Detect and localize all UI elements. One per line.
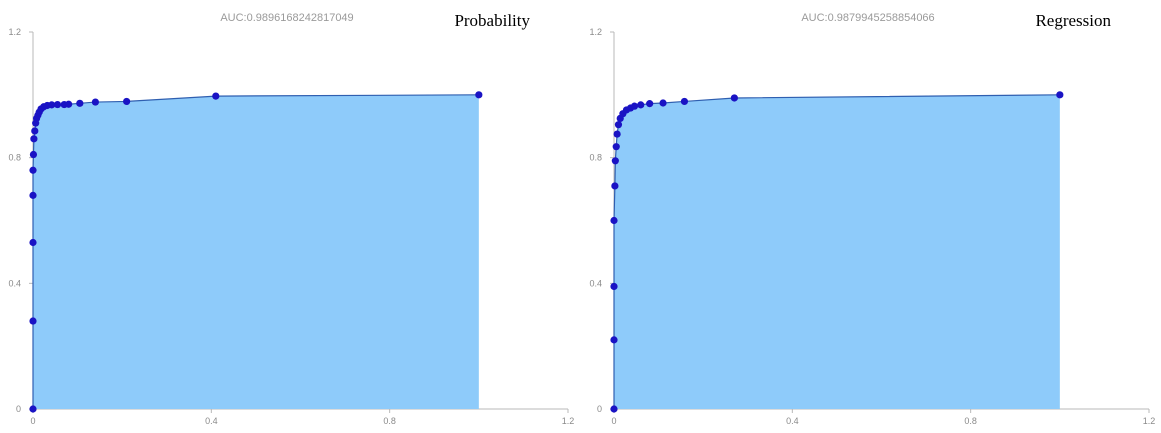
roc-plot-probability: 0 0.4 0.8 1.2 0 0.4 0.8 1.2 AUC:0.98961682428170…	[8, 11, 575, 426]
roc-point	[48, 101, 56, 109]
y-tick-label: 0.8	[589, 153, 602, 163]
roc-point	[29, 166, 37, 174]
roc-point	[611, 157, 619, 165]
auc-title: AUC:0.9879945258854066	[801, 12, 934, 24]
roc-point	[610, 405, 618, 413]
roc-point	[610, 216, 618, 225]
roc-point	[680, 97, 689, 106]
roc-point	[123, 97, 131, 106]
roc-area-fill	[33, 94, 479, 409]
roc-point	[31, 127, 39, 135]
roc-chart-probability: 0 0.4 0.8 1.2 0 0.4 0.8 1.2 AUC:0.98961682428170…	[0, 0, 580, 433]
roc-point	[612, 143, 620, 151]
roc-chart-regression: 0 0.4 0.8 1.2 0 0.4 0.8 1.2 AUC:0.98799452588540…	[581, 0, 1161, 433]
roc-point	[29, 191, 37, 199]
y-tick-label: 0	[16, 404, 21, 414]
method-label: Regression	[1035, 11, 1111, 30]
roc-point	[53, 100, 62, 109]
x-tick-label: 0.4	[786, 416, 799, 426]
x-tick-label: 0.8	[964, 416, 977, 426]
x-tick-label: 0.8	[383, 416, 396, 426]
roc-point	[91, 98, 100, 106]
roc-point	[29, 405, 37, 413]
roc-point	[610, 282, 618, 291]
x-tick-label: 1.2	[562, 416, 575, 426]
roc-point	[65, 100, 73, 108]
roc-point	[613, 130, 621, 138]
y-tick-label: 0.4	[589, 278, 602, 288]
roc-plot-regression: 0 0.4 0.8 1.2 0 0.4 0.8 1.2 AUC:0.98799452588540…	[589, 11, 1156, 426]
x-tick-label: 0	[30, 416, 35, 426]
roc-point	[76, 99, 84, 107]
auc-title: AUC:0.9896168242817049	[220, 12, 353, 24]
roc-point	[610, 336, 618, 344]
roc-point	[730, 94, 738, 102]
roc-point	[1056, 91, 1064, 99]
y-tick-label: 1.2	[589, 27, 602, 37]
roc-point	[611, 182, 619, 190]
y-tick-label: 0.4	[8, 278, 21, 288]
roc-point	[659, 99, 667, 107]
roc-point	[30, 135, 38, 143]
roc-point	[29, 150, 38, 159]
roc-point	[630, 102, 639, 110]
y-tick-label: 1.2	[8, 27, 21, 37]
roc-area-fill	[614, 94, 1060, 409]
roc-point	[212, 92, 220, 100]
x-tick-label: 1.2	[1143, 416, 1156, 426]
roc-point	[637, 101, 645, 109]
y-tick-label: 0	[597, 404, 602, 414]
roc-point	[29, 238, 37, 247]
roc-point	[475, 91, 483, 99]
roc-point	[29, 317, 37, 325]
x-tick-label: 0.4	[205, 416, 218, 426]
x-tick-label: 0	[611, 416, 616, 426]
y-tick-label: 0.8	[8, 153, 21, 163]
method-label: Probability	[454, 11, 530, 30]
roc-point	[614, 121, 623, 129]
roc-point	[646, 100, 654, 108]
